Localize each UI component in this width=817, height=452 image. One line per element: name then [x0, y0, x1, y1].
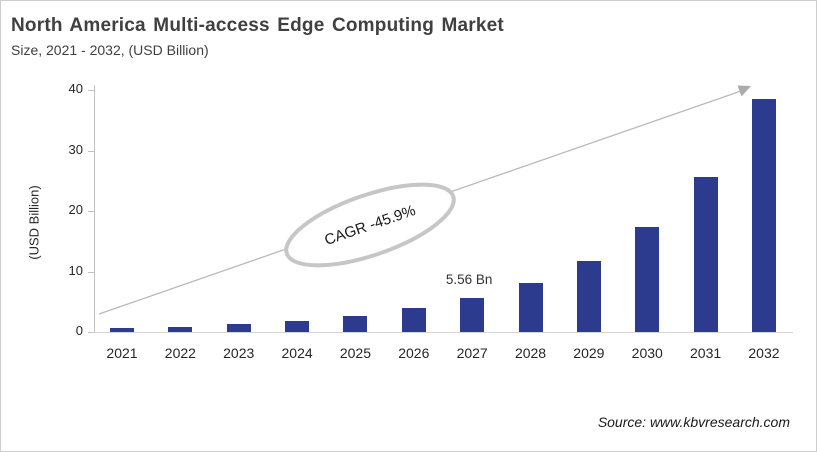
bar-2025 [343, 316, 368, 332]
x-tick-label-2032: 2032 [748, 345, 780, 361]
x-tick-label-2031: 2031 [690, 345, 722, 361]
y-tick-label: 10 [68, 262, 83, 278]
bar-2029 [576, 260, 601, 332]
y-tick-label: 40 [68, 81, 83, 96]
y-tick-label: 30 [68, 141, 83, 157]
y-tick-mark [88, 150, 94, 152]
x-tick-label-2028: 2028 [514, 345, 547, 361]
y-axis-line [94, 85, 95, 333]
x-tick-label-2025: 2025 [339, 345, 372, 361]
y-tick-mark [88, 271, 94, 273]
cagr-ellipse [284, 182, 456, 268]
y-tick-mark [88, 332, 94, 333]
bar-2021 [110, 328, 134, 332]
x-tick-label-2022: 2022 [164, 345, 196, 361]
x-tick-label-2021: 2021 [106, 345, 138, 361]
x-axis-line [94, 332, 793, 333]
bar-2030 [635, 227, 660, 332]
bar-2027 [460, 298, 485, 332]
bar-2022 [168, 326, 193, 332]
x-tick-label-2023: 2023 [223, 345, 255, 361]
y-tick-label: 0 [75, 323, 83, 338]
chart-header: North America Multi-access Edge Computin… [11, 15, 504, 58]
bar-2026 [401, 308, 426, 332]
trend-arrowhead-icon [737, 85, 751, 97]
x-tick-label-2026: 2026 [398, 345, 430, 361]
chart-subtitle: Size, 2021 - 2032, (USD Billion) [11, 42, 209, 58]
bar-2032 [751, 99, 776, 332]
bar-2028 [518, 282, 543, 332]
bar-2023 [226, 324, 251, 332]
y-tick-label: 20 [68, 202, 83, 217]
x-tick-label-2030: 2030 [631, 345, 663, 361]
bar-2031 [693, 176, 718, 332]
y-tick-mark [88, 211, 94, 212]
y-tick-mark [88, 90, 94, 91]
chart-title: North America Multi-access Edge Computin… [11, 15, 504, 36]
x-tick-label-2024: 2024 [281, 345, 313, 361]
bar-value-label: 5.56 Bn [445, 272, 493, 288]
x-tick-label-2029: 2029 [573, 345, 605, 361]
x-tick-label-2027: 2027 [456, 345, 488, 361]
bar-2024 [285, 321, 310, 332]
source-credit: Source: www.kbvresearch.com [597, 414, 790, 430]
cagr-label: CAGR -45.9% [322, 202, 417, 249]
